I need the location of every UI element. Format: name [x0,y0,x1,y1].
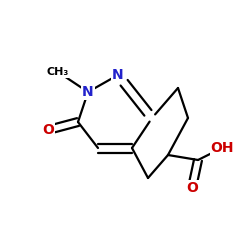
Text: O: O [186,181,198,195]
Text: OH: OH [210,141,234,155]
Text: CH₃: CH₃ [47,67,69,77]
Text: N: N [82,85,94,99]
Text: N: N [112,68,124,82]
Text: O: O [42,123,54,137]
